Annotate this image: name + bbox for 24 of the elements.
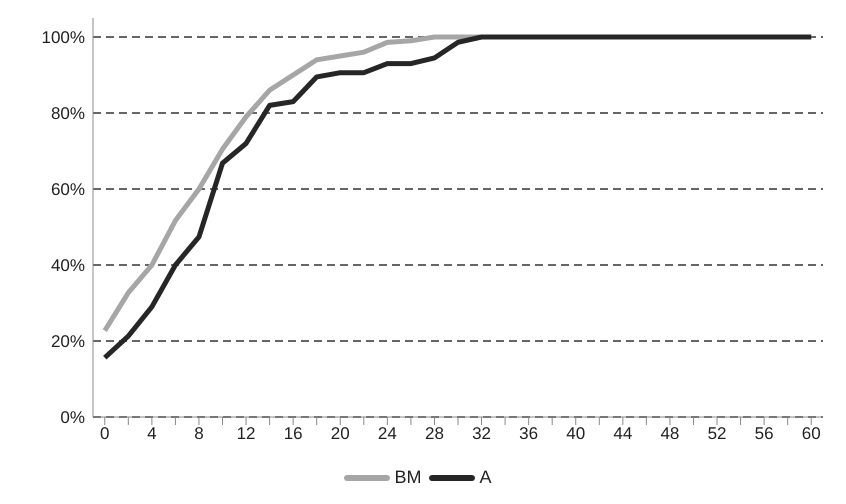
x-tick-label: 56: [754, 424, 774, 444]
x-tick-label: 12: [236, 424, 256, 444]
y-tick-label: 60%: [50, 180, 85, 200]
x-tick-label: 40: [566, 424, 586, 444]
x-tick-label: 60: [802, 424, 821, 444]
x-tick-label: 36: [519, 424, 538, 444]
x-tick-label: 44: [613, 424, 632, 444]
y-tick-label: 80%: [50, 104, 85, 124]
x-tick-label: 4: [147, 424, 157, 444]
y-tick-label: 0%: [60, 408, 85, 428]
y-tick-label: 40%: [50, 256, 85, 276]
x-tick-label: 48: [660, 424, 680, 444]
x-tick-label: 8: [194, 424, 204, 444]
x-tick-label: 0: [100, 424, 110, 444]
x-tick-label: 24: [378, 424, 397, 444]
x-tick-label: 20: [330, 424, 350, 444]
x-tick-label: 32: [472, 424, 492, 444]
x-tick-label: 52: [708, 424, 726, 444]
legend-label: A: [479, 467, 492, 488]
y-tick-label: 100%: [42, 28, 85, 48]
legend-label: BM: [394, 467, 422, 488]
y-tick-label: 20%: [50, 332, 85, 352]
x-tick-label: 28: [424, 424, 444, 444]
x-tick-label: 16: [284, 424, 303, 444]
